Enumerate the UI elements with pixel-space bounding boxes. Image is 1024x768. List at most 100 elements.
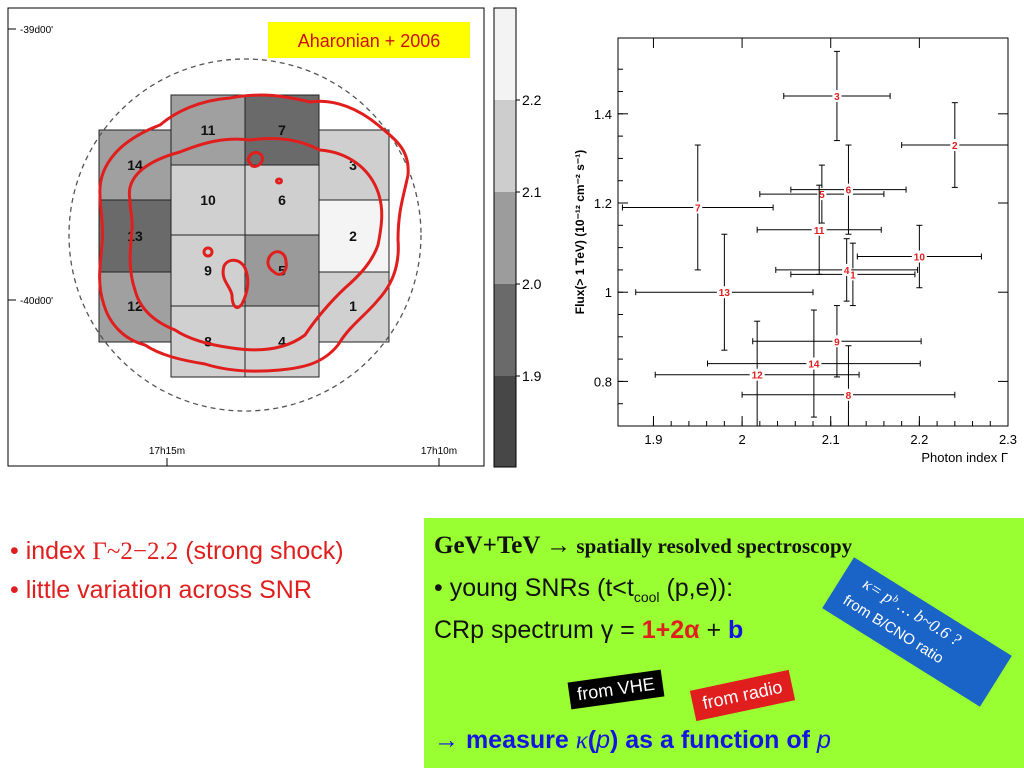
point-label-bg-10	[911, 250, 927, 263]
data-point-13: 13	[635, 233, 814, 351]
point-label-6: 6	[846, 186, 852, 197]
point-label-bg-4	[842, 263, 852, 276]
region-cell-2	[316, 199, 390, 273]
y-tick-label-0: 0.8	[594, 374, 612, 389]
x-tick-label-2: 2.1	[822, 432, 840, 447]
colorbar: 2.2 2.1 2.0 1.9	[493, 7, 542, 468]
point-label-bg-6	[843, 183, 853, 196]
inner-contour-9	[221, 258, 250, 309]
data-point-6: 6	[790, 144, 907, 235]
middle-contour	[127, 136, 384, 352]
from-vhe-tag: from VHE	[567, 669, 665, 710]
axis-ticks: 1.9 2 2.1 2.2 2.3 0.8 1 1.2 1.4	[594, 38, 1017, 447]
point-label-13: 13	[719, 288, 731, 299]
colorbar-seg-1	[494, 8, 516, 100]
point-label-bg-8	[843, 388, 853, 401]
crp-spectrum-line: CRp spectrum γ = 1+2α + b	[434, 616, 744, 644]
colorbar-seg-5	[494, 376, 516, 467]
kappa-ratio-tag: κ= pᵇ … b~0.6 ? from B/CNO ratio	[822, 557, 1012, 707]
region-label-11: 11	[201, 122, 216, 138]
point-label-9: 9	[834, 337, 840, 348]
data-point-3: 3	[783, 50, 891, 142]
colorbar-seg-4	[494, 284, 516, 376]
y-tick-label-3: 1.4	[594, 107, 612, 122]
inner-contour-dot	[275, 177, 283, 185]
snr-boundary-circle	[68, 58, 422, 412]
tev-contours	[98, 93, 410, 373]
point-label-3: 3	[834, 92, 840, 103]
point-label-12: 12	[752, 371, 764, 382]
summary-title: GeV+TeV → spatially resolved spectroscop…	[434, 532, 853, 559]
measure-kappa-line: → measure κ(p) as a function of p	[434, 726, 831, 754]
point-label-bg-3	[832, 89, 842, 102]
y-axis-label: Flux(> 1 TeV) (10⁻¹² cm⁻² s⁻¹)	[573, 150, 587, 314]
point-label-bg-14	[806, 357, 822, 370]
bullet-index: • index Γ~2−2.2 (strong shock)	[10, 537, 344, 565]
data-point-14: 14	[707, 309, 921, 418]
region-label-14: 14	[127, 157, 143, 173]
data-point-9: 9	[752, 305, 922, 378]
region-label-6: 6	[278, 192, 286, 208]
data-point-4: 4	[775, 238, 919, 302]
colorbar-frame	[493, 7, 517, 468]
point-label-1: 1	[850, 270, 856, 281]
x-tick-label-3: 2.2	[910, 432, 928, 447]
inner-contour-small	[202, 246, 214, 258]
x-tick-label-1: 2	[738, 432, 745, 447]
region-cell-6	[244, 164, 320, 236]
region-label-9: 9	[204, 263, 212, 279]
point-label-bg-1	[848, 268, 858, 281]
point-label-bg-9	[832, 335, 842, 348]
y-tick-label-2: 1.2	[594, 196, 612, 211]
map-label: Aharonian + 2006	[298, 31, 441, 51]
region-label-5: 5	[278, 263, 286, 279]
dec-label-bottom: -40d00'	[20, 296, 53, 307]
data-point-1: 1	[790, 242, 916, 307]
region-label-8: 8	[204, 334, 212, 350]
region-cell-14	[98, 129, 172, 201]
point-label-5: 5	[819, 190, 825, 201]
region-label-10: 10	[200, 192, 216, 208]
region-label-4: 4	[278, 334, 286, 350]
x-tick-label-0: 1.9	[644, 432, 662, 447]
point-label-bg-12	[749, 368, 765, 381]
point-label-4: 4	[844, 266, 850, 277]
point-label-bg-5	[817, 188, 827, 201]
point-label-bg-11	[811, 223, 827, 236]
colorbar-label-4: 1.9	[522, 368, 542, 384]
data-point-12: 12	[654, 320, 860, 427]
region-label-3: 3	[349, 157, 357, 173]
point-label-7: 7	[695, 203, 701, 214]
data-point-10: 10	[856, 224, 982, 289]
colorbar-seg-2	[494, 100, 516, 192]
point-label-10: 10	[914, 253, 926, 264]
data-point-8: 8	[741, 345, 956, 427]
colorbar-seg-3	[494, 192, 516, 284]
inner-contour-5	[266, 250, 288, 276]
young-snr-line: • young SNRs (t<tcool (p,e)):	[434, 574, 734, 605]
ra-label-right: 17h10m	[421, 446, 457, 457]
region-cell-12	[98, 269, 172, 343]
region-label-2: 2	[349, 228, 357, 244]
colorbar-label-3: 2.0	[522, 276, 542, 292]
point-label-8: 8	[846, 391, 852, 402]
point-label-bg-13	[716, 286, 732, 299]
data-point-5: 5	[759, 164, 885, 224]
colorbar-label-1: 2.2	[522, 92, 542, 108]
conclusion-bullets: • index Γ~2−2.2 (strong shock) • little …	[10, 532, 344, 609]
outer-contour	[98, 93, 410, 373]
data-point-11: 11	[756, 184, 882, 275]
point-label-14: 14	[808, 360, 820, 371]
region-label-1: 1	[349, 298, 357, 314]
point-label-11: 11	[814, 226, 825, 237]
from-radio-tag: from radio	[689, 669, 796, 722]
spectroscopy-summary-box: GeV+TeV → spatially resolved spectroscop…	[424, 518, 1024, 768]
x-tick-label-4: 2.3	[999, 432, 1017, 447]
point-label-bg-2	[950, 139, 960, 152]
y-tick-label-1: 1	[605, 285, 612, 300]
region-cell-10	[170, 164, 246, 236]
data-point-7: 7	[621, 144, 774, 271]
